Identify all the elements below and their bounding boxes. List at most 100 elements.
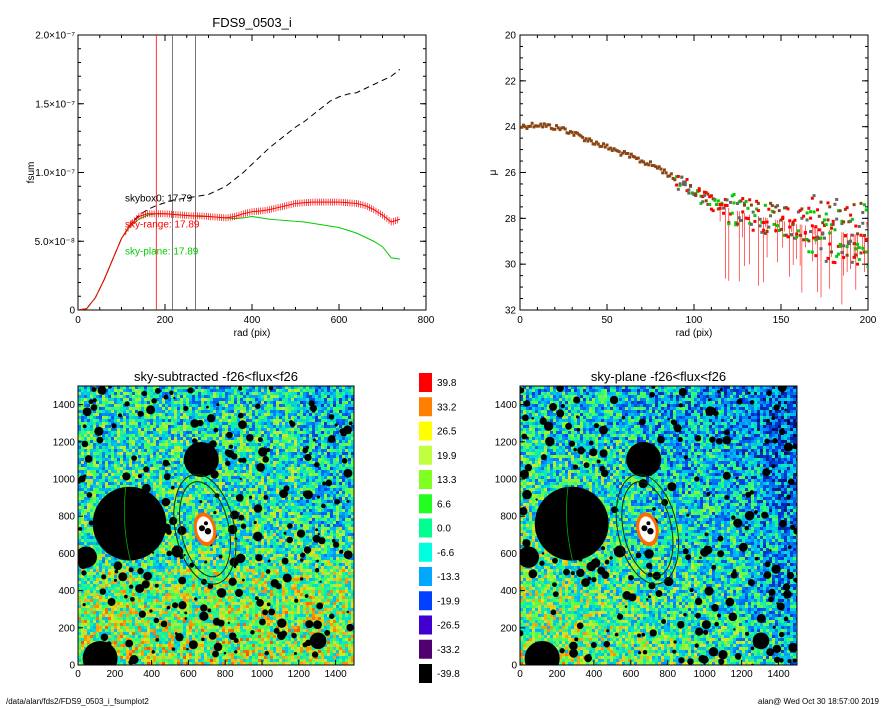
pixel-cell	[315, 428, 318, 431]
pixel-cell	[231, 470, 234, 473]
pixel-cell	[174, 443, 177, 446]
pixel-cell	[114, 437, 117, 440]
pixel-cell	[297, 410, 300, 413]
pixel-cell	[105, 452, 108, 455]
pixel-cell	[132, 428, 135, 431]
pixel-cell	[150, 464, 153, 467]
pixel-cell	[255, 479, 258, 482]
pixel-cell	[153, 425, 156, 428]
pixel-cell	[174, 452, 177, 455]
pixel-cell	[234, 389, 237, 392]
pixel-cell	[165, 446, 168, 449]
pixel-cell	[267, 416, 270, 419]
pixel-cell	[141, 467, 144, 470]
pixel-cell	[282, 443, 285, 446]
pixel-cell	[132, 470, 135, 473]
pixel-cell	[333, 521, 336, 524]
pixel-cell	[108, 407, 111, 410]
pixel-cell	[264, 518, 267, 521]
pixel-cell	[225, 488, 228, 491]
pixel-cell	[90, 416, 93, 419]
pixel-cell	[240, 461, 243, 464]
pixel-cell	[96, 386, 99, 389]
pixel-cell	[240, 443, 243, 446]
pixel-cell	[111, 410, 114, 413]
pixel-cell	[327, 473, 330, 476]
pixel-cell	[111, 464, 114, 467]
pixel-cell	[84, 470, 87, 473]
pixel-cell	[294, 515, 297, 518]
pixel-cell	[306, 416, 309, 419]
pixel-cell	[318, 428, 321, 431]
pixel-cell	[318, 506, 321, 509]
pixel-cell	[345, 479, 348, 482]
data-point	[836, 252, 840, 256]
pixel-cell	[321, 512, 324, 515]
pixel-cell	[294, 494, 297, 497]
pixel-cell	[102, 398, 105, 401]
pixel-cell	[333, 482, 336, 485]
pixel-cell	[336, 422, 339, 425]
pixel-cell	[225, 485, 228, 488]
data-point	[734, 221, 738, 225]
pixel-cell	[351, 467, 354, 470]
pixel-cell	[126, 389, 129, 392]
pixel-cell	[312, 431, 315, 434]
pixel-cell	[270, 515, 273, 518]
pixel-cell	[321, 488, 324, 491]
pixel-cell	[333, 461, 336, 464]
data-point	[812, 210, 816, 214]
pixel-cell	[183, 413, 186, 416]
pixel-cell	[144, 419, 147, 422]
pixel-cell	[210, 485, 213, 488]
pixel-cell	[222, 473, 225, 476]
data-point	[701, 200, 705, 204]
pixel-cell	[216, 476, 219, 479]
pixel-cell	[309, 425, 312, 428]
pixel-cell	[252, 494, 255, 497]
pixel-cell	[264, 389, 267, 392]
pixel-cell	[171, 407, 174, 410]
pixel-cell	[78, 446, 81, 449]
pixel-cell	[273, 425, 276, 428]
data-point	[636, 156, 640, 160]
pixel-cell	[150, 416, 153, 419]
pixel-cell	[336, 515, 339, 518]
pixel-cell	[315, 476, 318, 479]
pixel-cell	[336, 431, 339, 434]
pixel-cell	[153, 419, 156, 422]
pixel-cell	[198, 389, 201, 392]
pixel-cell	[342, 464, 345, 467]
pixel-cell	[324, 404, 327, 407]
pixel-cell	[303, 386, 306, 389]
data-point	[849, 239, 853, 243]
pixel-cell	[162, 476, 165, 479]
pixel-cell	[246, 419, 249, 422]
pixel-cell	[216, 500, 219, 503]
pixel-cell	[99, 446, 102, 449]
pixel-cell	[258, 407, 261, 410]
pixel-cell	[264, 503, 267, 506]
pixel-cell	[117, 443, 120, 446]
pixel-cell	[159, 413, 162, 416]
pixel-cell	[303, 398, 306, 401]
pixel-cell	[189, 488, 192, 491]
pixel-cell	[324, 449, 327, 452]
pixel-cell	[273, 500, 276, 503]
pixel-cell	[288, 473, 291, 476]
pixel-cell	[288, 455, 291, 458]
pixel-cell	[258, 479, 261, 482]
pixel-cell	[234, 485, 237, 488]
data-point	[662, 168, 666, 172]
pixel-cell	[102, 461, 105, 464]
pixel-cell	[288, 395, 291, 398]
pixel-cell	[192, 521, 195, 524]
pixel-cell	[174, 515, 177, 518]
pixel-cell	[282, 512, 285, 515]
pixel-cell	[291, 488, 294, 491]
data-point	[791, 220, 795, 224]
image-area	[78, 386, 354, 665]
pixel-cell	[78, 509, 81, 512]
pixel-cell	[96, 404, 99, 407]
data-point	[551, 127, 555, 131]
